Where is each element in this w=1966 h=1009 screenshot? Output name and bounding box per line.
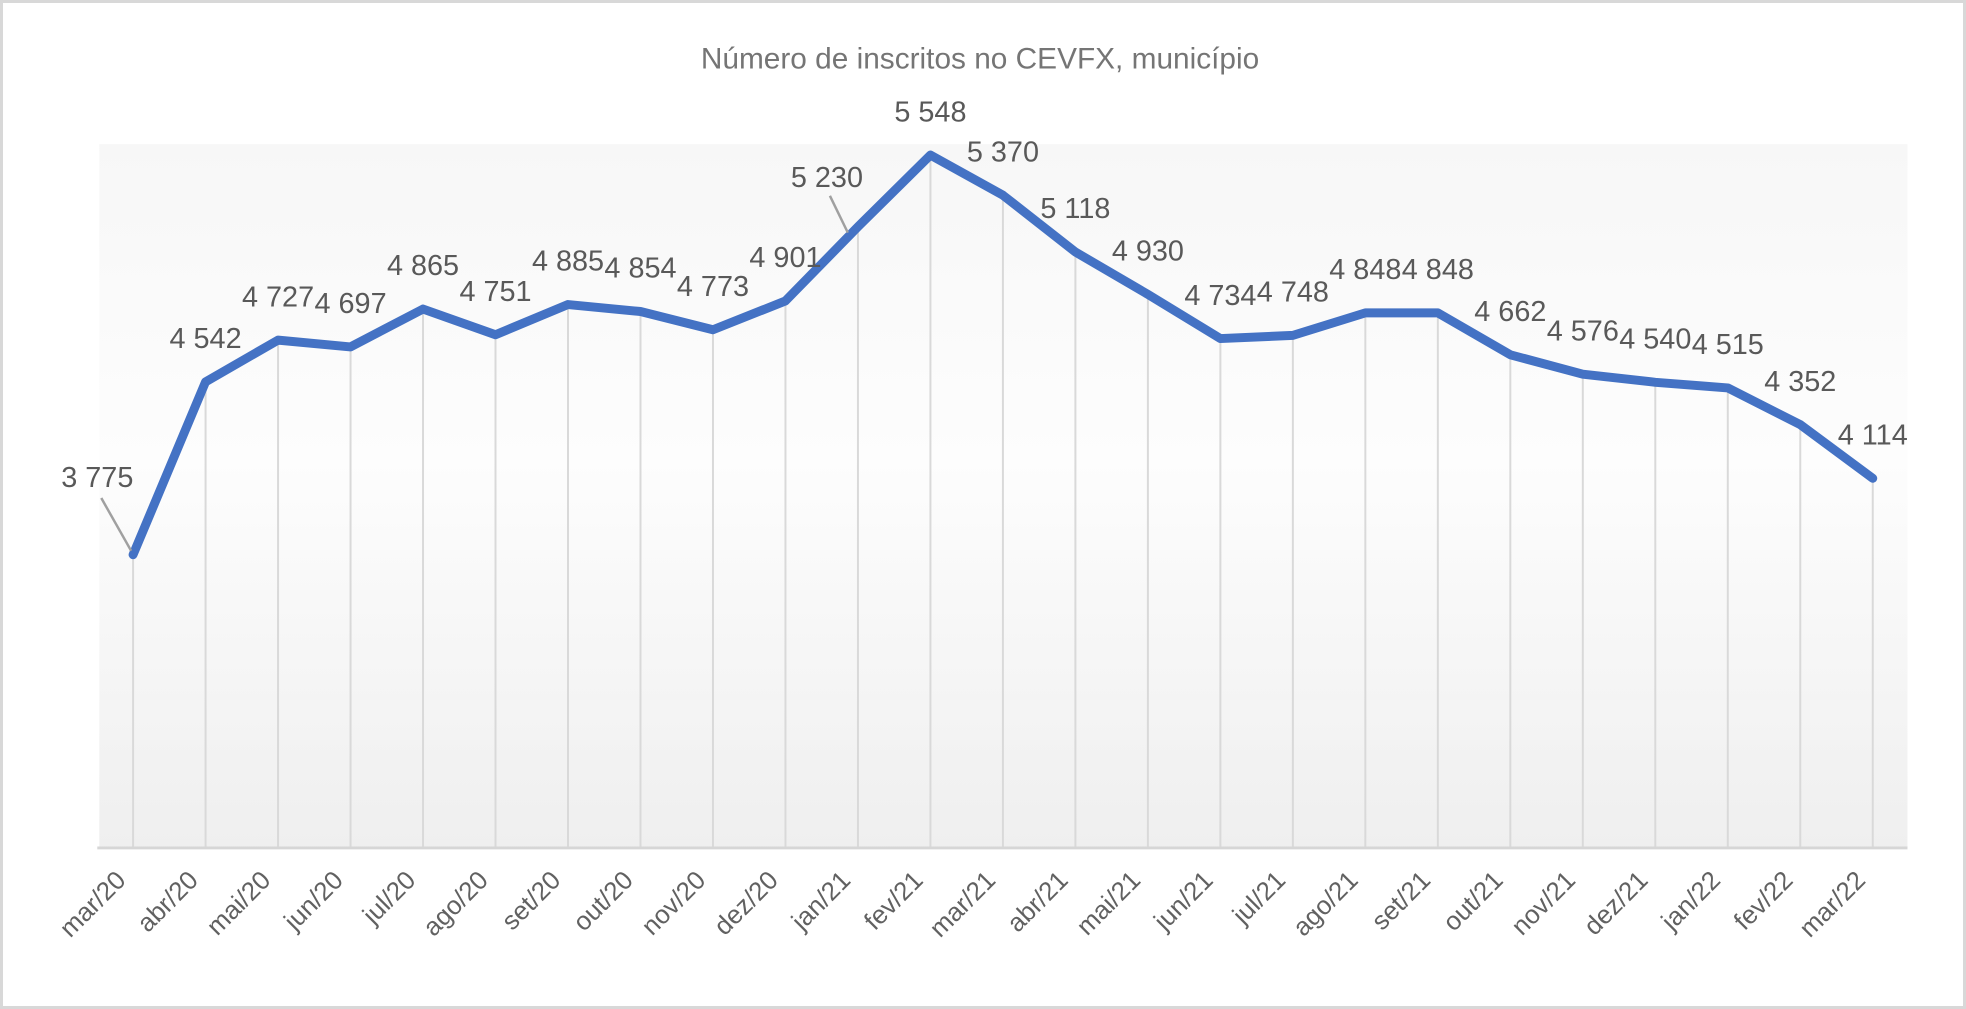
data-point-label: 4 727 bbox=[242, 281, 314, 313]
data-point-label: 5 230 bbox=[791, 162, 863, 194]
data-point-label: 4 930 bbox=[1112, 236, 1184, 268]
x-axis-label: fev/21 bbox=[859, 866, 929, 936]
x-axis-label: mai/21 bbox=[1072, 866, 1147, 941]
label-leader-line bbox=[100, 497, 133, 552]
data-point-label: 4 540 bbox=[1619, 323, 1691, 355]
x-axis-label: jul/21 bbox=[1227, 866, 1291, 930]
x-axis-label: jan/21 bbox=[786, 866, 856, 936]
chart-title: Número de inscritos no CEVFX, município bbox=[701, 43, 1259, 76]
x-axis-label: abr/21 bbox=[1002, 866, 1074, 938]
x-axis-label: mar/20 bbox=[55, 866, 132, 943]
x-axis-label: fev/22 bbox=[1729, 866, 1799, 936]
data-point-label: 4 773 bbox=[677, 271, 749, 303]
data-point-label: 4 542 bbox=[170, 323, 242, 355]
data-point-label: 5 118 bbox=[1040, 193, 1110, 225]
data-point-label: 5 370 bbox=[967, 136, 1039, 168]
data-point-label: 4 734 bbox=[1184, 280, 1256, 312]
x-axis-label: mar/21 bbox=[925, 866, 1002, 943]
x-axis-label: out/21 bbox=[1438, 866, 1509, 937]
data-point-label: 4 515 bbox=[1692, 329, 1764, 361]
x-axis-label: out/20 bbox=[568, 866, 639, 937]
x-axis-label: jun/20 bbox=[279, 866, 349, 936]
x-axis-label: dez/20 bbox=[709, 866, 784, 941]
series-line bbox=[128, 150, 1878, 560]
data-point-label: 4 901 bbox=[749, 242, 821, 274]
data-point-label: 4 662 bbox=[1474, 296, 1546, 328]
x-axis-label: nov/21 bbox=[1506, 866, 1581, 941]
data-point-label: 4 114 bbox=[1838, 419, 1908, 451]
x-axis-label: ago/21 bbox=[1288, 866, 1364, 942]
data-point-label: 4 854 bbox=[604, 253, 676, 285]
data-point-label: 4 576 bbox=[1547, 315, 1619, 347]
data-point-label: 5 548 bbox=[894, 96, 966, 128]
data-point-label: 4 848 bbox=[1329, 254, 1401, 286]
data-point-label: 3 775 bbox=[61, 462, 133, 494]
x-axis-label: set/20 bbox=[497, 866, 567, 936]
data-point-label: 4 885 bbox=[532, 246, 604, 278]
x-axis-label: mai/20 bbox=[202, 866, 277, 941]
data-point-label: 4 751 bbox=[459, 276, 531, 308]
data-point-label: 4 697 bbox=[314, 288, 386, 320]
x-axis-label: jan/22 bbox=[1656, 866, 1726, 936]
x-axis-label: nov/20 bbox=[637, 866, 712, 941]
data-point-label: 4 352 bbox=[1764, 366, 1836, 398]
x-axis-label: dez/21 bbox=[1579, 866, 1654, 941]
x-axis-label: ago/20 bbox=[418, 866, 494, 942]
label-leader-line bbox=[828, 195, 849, 234]
data-point-label: 4 865 bbox=[387, 250, 459, 282]
x-axis-label: set/21 bbox=[1367, 866, 1437, 936]
data-point-label: 4 848 bbox=[1402, 254, 1474, 286]
x-axis-label: jun/21 bbox=[1148, 866, 1218, 936]
x-axis-label: mar/22 bbox=[1794, 866, 1871, 943]
data-point-label: 4 748 bbox=[1257, 277, 1329, 309]
x-axis-label: abr/20 bbox=[132, 866, 204, 938]
x-axis-label: jul/20 bbox=[357, 866, 421, 930]
